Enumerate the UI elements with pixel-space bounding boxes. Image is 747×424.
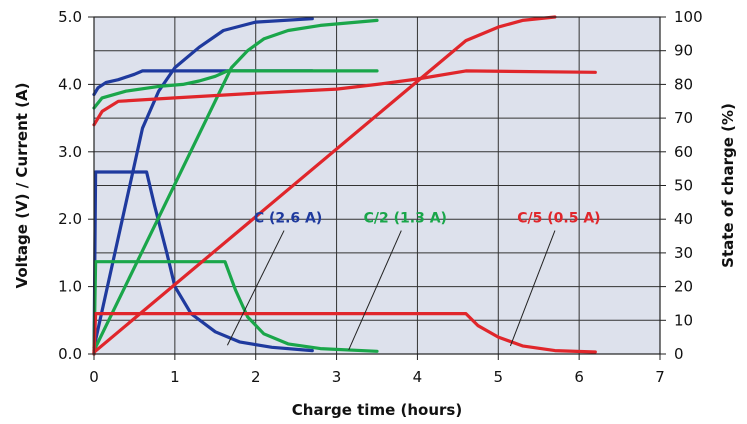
- y-right-tick-label: 10: [674, 311, 693, 329]
- x-tick-label: 6: [574, 368, 584, 386]
- x-axis-title: Charge time (hours): [292, 401, 462, 419]
- y-right-tick-label: 0: [674, 345, 684, 363]
- x-tick-label: 1: [170, 368, 180, 386]
- y-left-tick-labels: 0.0 1.0 2.0 3.0 4.0 5.0: [58, 8, 94, 363]
- x-tick-label: 5: [494, 368, 504, 386]
- y-right-tick-label: 100: [674, 8, 703, 26]
- y-left-tick-label: 0.0: [58, 345, 82, 363]
- y-left-tick-label: 3.0: [58, 143, 82, 161]
- x-tick-label: 2: [251, 368, 261, 386]
- series-c-5-0-5-a-current-line: [92, 312, 597, 356]
- y-right-axis-title: State of charge (%): [719, 103, 737, 268]
- annotation-pointer: [348, 230, 402, 351]
- y-right-tick-label: 20: [674, 278, 693, 296]
- series-lines: [92, 15, 597, 356]
- y-left-tick-label: 2.0: [58, 210, 82, 228]
- series-c-5-0-5-a-voltage-line: [92, 69, 597, 127]
- y-right-tick-labels: 0 10 20 30 40 50 60 70 80 90 100: [660, 8, 703, 363]
- y-left-tick-label: 5.0: [58, 8, 82, 26]
- x-tick-labels: 0 1 2 3 4 5 6 7: [89, 354, 665, 386]
- x-tick-label: 3: [332, 368, 342, 386]
- y-left-tick-label: 4.0: [58, 75, 82, 93]
- x-tick-label: 7: [655, 368, 665, 386]
- y-right-tick-label: 60: [674, 143, 693, 161]
- series-c-2-6-a-current-line: [92, 170, 314, 356]
- series-c-5-0-5-a-state-of-charge-line: [92, 15, 557, 354]
- y-left-tick-label: 1.0: [58, 278, 82, 296]
- y-right-tick-label: 80: [674, 75, 693, 93]
- y-right-tick-label: 30: [674, 244, 693, 262]
- y-right-tick-label: 40: [674, 210, 693, 228]
- annotation-label: C/5 (0.5 A): [517, 211, 600, 227]
- series-c-2-6-a-state-of-charge-line: [92, 17, 314, 349]
- y-left-axis-title: Voltage (V) / Current (A): [13, 83, 31, 289]
- annotation-pointer: [226, 230, 285, 346]
- annotation-label: C/2 (1.3 A): [364, 211, 447, 227]
- x-tick-label: 0: [89, 368, 99, 386]
- y-right-tick-label: 70: [674, 109, 693, 127]
- annotation-label: C (2.6 A): [254, 211, 322, 227]
- series-annotations: C (2.6 A) C/2 (1.3 A) C/5 (0.5 A): [226, 211, 601, 351]
- series-c-2-1-3-a-voltage-line: [92, 69, 379, 110]
- series-c-2-1-3-a-state-of-charge-line: [92, 18, 379, 353]
- y-right-tick-label: 50: [674, 177, 693, 195]
- series-c-2-6-a-voltage-line: [92, 69, 314, 97]
- annotation-pointer: [509, 230, 556, 347]
- x-tick-label: 4: [413, 368, 423, 386]
- y-right-tick-label: 90: [674, 42, 693, 60]
